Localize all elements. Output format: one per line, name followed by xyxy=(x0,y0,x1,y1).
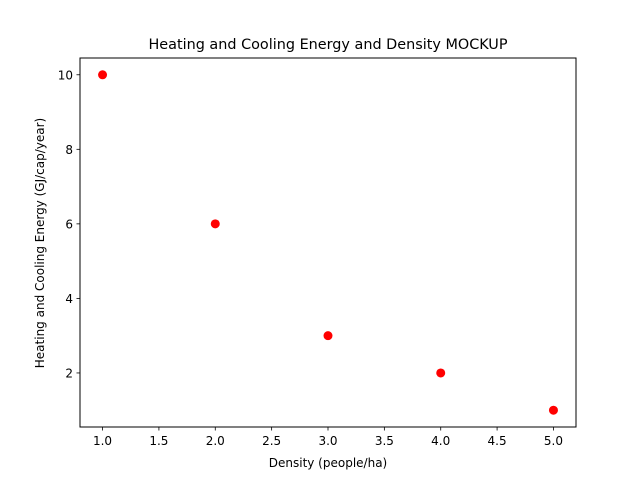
y-axis-label: Heating and Cooling Energy (GJ/cap/year) xyxy=(33,118,47,368)
y-tick-label: 8 xyxy=(65,143,73,157)
data-point xyxy=(548,405,558,415)
data-point xyxy=(323,331,333,341)
data-point xyxy=(436,368,446,378)
axis-ticks: 1.0 1.5 2.0 2.5 3.0 3.5 4.0 4.5 5.0 2 4 6 8 10 xyxy=(58,68,563,448)
y-tick-label: 10 xyxy=(58,68,73,82)
plot-area-frame xyxy=(79,57,577,428)
data-point xyxy=(98,70,108,80)
data-points xyxy=(98,70,558,415)
data-point xyxy=(210,219,220,229)
x-tick-label: 1.5 xyxy=(149,434,168,448)
y-tick-label: 2 xyxy=(65,366,73,380)
x-tick-label: 4.5 xyxy=(488,434,507,448)
x-tick-label: 2.5 xyxy=(262,434,281,448)
x-tick-label: 1.0 xyxy=(93,434,112,448)
chart-title: Heating and Cooling Energy and Density M… xyxy=(148,37,507,53)
x-tick-label: 5.0 xyxy=(544,434,563,448)
y-tick-label: 6 xyxy=(65,217,73,231)
x-axis-label: Density (people/ha) xyxy=(269,456,387,470)
y-tick-label: 4 xyxy=(65,292,73,306)
x-tick-label: 3.5 xyxy=(375,434,394,448)
x-tick-label: 2.0 xyxy=(206,434,225,448)
x-tick-label: 3.0 xyxy=(318,434,337,448)
x-tick-label: 4.0 xyxy=(431,434,450,448)
